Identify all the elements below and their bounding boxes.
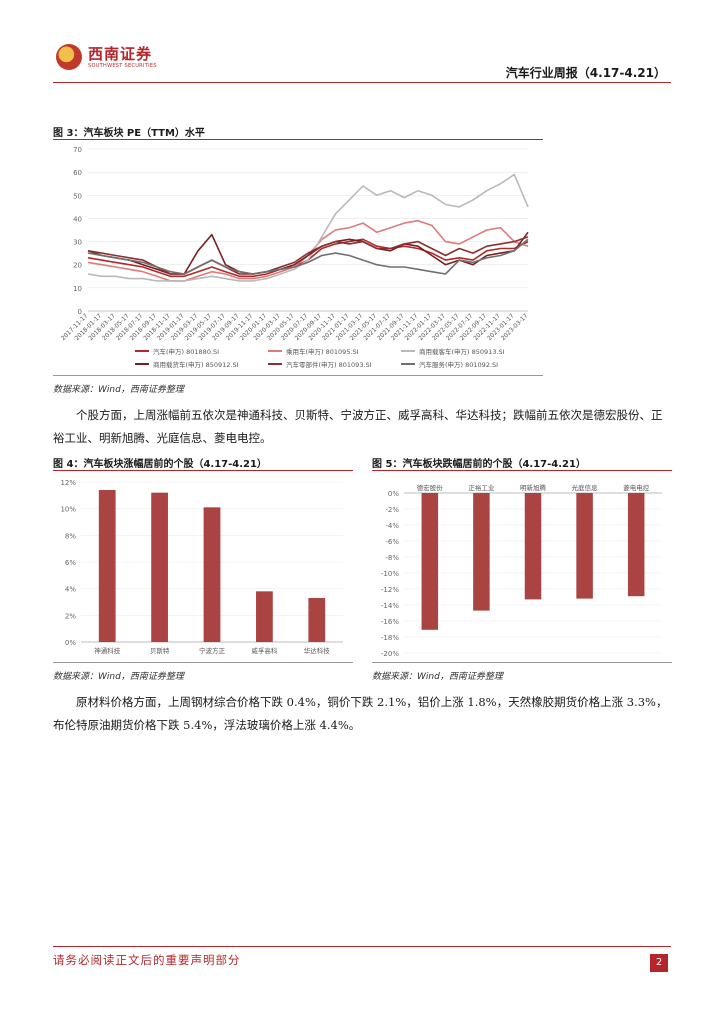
figure4-source: 数据来源：Wind，西南证券整理	[53, 672, 184, 682]
bar-4	[256, 591, 273, 642]
series-line-1	[87, 238, 529, 278]
bar-1	[98, 490, 116, 642]
figure3-bottom-rule	[53, 375, 543, 376]
y-tick-label: 0	[78, 308, 82, 316]
y-tick-label: -18%	[381, 634, 399, 642]
y-tick-label: 50	[73, 192, 82, 200]
bar-4	[576, 493, 593, 599]
y-tick-label: 0%	[388, 490, 399, 498]
series-line-4	[87, 231, 529, 275]
legend-label: 商用载客车(申万) 850913.SI	[419, 347, 505, 356]
y-tick-label: 30	[73, 239, 82, 247]
y-tick-label: -16%	[381, 618, 399, 626]
category-label: 明新旭腾	[520, 483, 547, 492]
bar-5	[308, 598, 326, 642]
figure5-top-rule	[372, 470, 672, 471]
category-label: 贝斯特	[150, 646, 170, 655]
y-tick-label: -2%	[385, 506, 399, 514]
bar-1	[421, 493, 439, 630]
y-tick-label: 0%	[65, 639, 76, 647]
y-tick-label: 60	[73, 169, 82, 177]
bar-3	[524, 493, 542, 600]
y-tick-label: 8%	[65, 532, 76, 540]
y-tick-label: 12%	[60, 479, 76, 487]
figure4-top-rule	[53, 470, 353, 471]
report-title: 汽车行业周报（4.17-4.21）	[505, 66, 666, 80]
logo-icon	[56, 44, 82, 70]
category-label: 光庭信息	[572, 483, 599, 492]
bar-3	[203, 507, 221, 642]
series-line-3	[87, 173, 529, 282]
pe-line-chart: 0102030405060702017-11-172018-01-172018-…	[60, 146, 530, 369]
logo-subtitle: SOUTHWEST SECURITIES	[88, 63, 157, 69]
disclaimer-note: 请务必阅读正文后的重要声明部分	[53, 953, 241, 967]
figure4-title: 图 4：汽车板块涨幅居前的个股（4.17-4.21）	[53, 459, 267, 470]
y-tick-label: 6%	[65, 559, 76, 567]
category-label: 威孚高科	[251, 646, 278, 655]
y-tick-label: -20%	[381, 650, 399, 658]
footer-divider	[53, 946, 671, 947]
y-tick-label: -6%	[385, 538, 399, 546]
legend-label: 汽车零部件(申万) 801093.SI	[286, 360, 372, 369]
figure5-bottom-rule	[372, 662, 672, 663]
bar-2	[151, 492, 168, 642]
y-tick-label: -8%	[385, 554, 399, 562]
legend-label: 乘用车(申万) 801095.SI	[286, 347, 359, 356]
y-tick-label: 2%	[65, 612, 76, 620]
raw-material-paragraph: 原材料价格方面，上周钢材综合价格下跌 0.4%，铜价下跌 2.1%，铝价上涨 1…	[53, 695, 668, 732]
logo-text: 西南证券	[88, 45, 153, 63]
category-label: 华达科技	[304, 646, 331, 655]
y-tick-label: 10%	[60, 506, 76, 514]
y-tick-label: 70	[73, 146, 82, 154]
y-tick-label: -12%	[381, 586, 399, 594]
figure5-title: 图 5：汽车板块跌幅居前的个股（4.17-4.21）	[372, 459, 586, 470]
series-line-6	[87, 238, 529, 275]
y-tick-label: -10%	[381, 570, 399, 578]
figure3-title: 图 3：汽车板块 PE（TTM）水平	[53, 128, 205, 139]
page-number: 2	[650, 954, 668, 972]
legend-label: 商用载货车(申万) 850912.SI	[153, 360, 239, 369]
bar-5	[627, 493, 645, 597]
y-tick-label: 4%	[65, 586, 76, 594]
figure4-bottom-rule	[53, 662, 353, 663]
figure3-source: 数据来源：Wind，西南证券整理	[53, 385, 184, 395]
bar-2	[473, 493, 490, 611]
stock-movement-paragraph: 个股方面，上周涨幅前五依次是神通科技、贝斯特、宁波方正、威孚高科、华达科技；跌幅…	[53, 408, 663, 445]
y-tick-label: -14%	[381, 602, 399, 610]
figure3-top-rule	[53, 139, 543, 140]
figure5-source: 数据来源：Wind，西南证券整理	[372, 672, 503, 682]
gainers-bar-chart: 0% 2% 4% 6% 8% 10% 12% 神通科技 贝斯特 宁波方正 威孚高科 华达科技	[60, 479, 343, 655]
series-line-2	[87, 219, 529, 282]
category-label: 德宏股份	[417, 483, 444, 492]
y-tick-label: 20	[73, 262, 82, 270]
y-tick-label: 40	[73, 215, 82, 223]
legend-label: 汽车服务(申万) 801092.SI	[419, 360, 498, 369]
category-label: 神通科技	[94, 646, 121, 655]
y-tick-label: 10	[73, 285, 82, 293]
category-label: 正裕工业	[468, 483, 495, 492]
losers-bar-chart: 0% -2% -4% -6% -8% -10% -12% -14% -16% -18% -20% 德宏…	[381, 483, 662, 658]
legend-label: 汽车(申万) 801880.SI	[153, 347, 219, 356]
header-divider	[53, 82, 671, 83]
category-label: 菱电电控	[623, 483, 650, 492]
category-label: 宁波方正	[199, 646, 226, 655]
y-tick-label: -4%	[385, 522, 399, 530]
